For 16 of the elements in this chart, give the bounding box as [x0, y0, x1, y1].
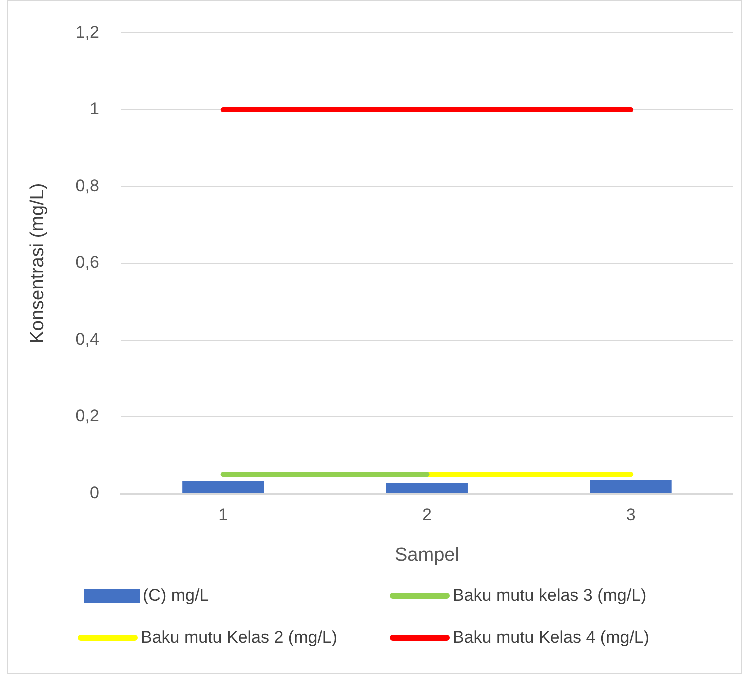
y-tick-label: 0,2	[76, 406, 100, 426]
legend-label: (C) mg/L	[143, 586, 210, 606]
legend-label: Baku mutu Kelas 4 (mg/L)	[453, 628, 650, 648]
x-tick-label: 1	[218, 506, 228, 525]
y-tick-label: 0,8	[76, 176, 100, 196]
y-tick-label: 1,2	[76, 22, 100, 42]
y-tick-label: 1	[90, 100, 100, 119]
y-tick-label: 0	[90, 483, 100, 502]
x-tick-label: 2	[422, 506, 432, 525]
y-axis-title: Konsentrasi (mg/L)	[28, 183, 49, 344]
legend-label: Baku mutu Kelas 2 (mg/L)	[141, 628, 338, 648]
x-axis-title: Sampel	[395, 544, 460, 566]
x-tick-label: 3	[626, 506, 636, 525]
y-tick-label: 0,4	[76, 330, 100, 349]
legend-label: Baku mutu kelas 3 (mg/L)	[453, 586, 647, 606]
y-tick-label: 0,6	[76, 253, 100, 272]
